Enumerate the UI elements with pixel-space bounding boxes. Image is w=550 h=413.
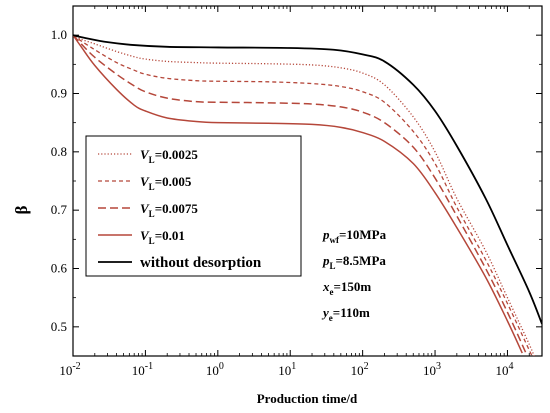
parameter-annotations: pwf=10MPa pL=8.5MPa xe=150m ye=110m — [321, 227, 387, 323]
series-line-2 — [73, 34, 527, 354]
legend: VL=0.0025 VL=0.005 VL=0.0075 VL=0.01 without… — [85, 135, 302, 277]
x-tick-label: 10-1 — [132, 361, 153, 378]
legend-label-1: VL=0.005 — [140, 174, 192, 192]
legend-label-2: VL=0.0075 — [140, 201, 198, 219]
series-line-1 — [73, 34, 533, 356]
y-tick-label: 0.7 — [51, 202, 68, 217]
x-tick-label: 104 — [495, 361, 513, 378]
y-tick-label: 1.0 — [51, 27, 67, 42]
x-tick-label: 101 — [278, 361, 296, 378]
annotation-2: xe=150m — [322, 279, 371, 297]
legend-label-3: VL=0.01 — [140, 228, 185, 246]
series-line-4 — [73, 34, 542, 325]
series-lines — [73, 34, 542, 356]
x-tick-label: 102 — [351, 361, 369, 378]
x-axis-title: Production time/d — [257, 391, 358, 406]
y-tick-label: 0.5 — [51, 319, 67, 334]
y-tick-label: 0.6 — [51, 261, 68, 276]
legend-label-4: without desorption — [140, 255, 262, 271]
y-tick-label: 0.8 — [51, 144, 67, 159]
x-tick-label: 10-2 — [59, 361, 80, 378]
annotation-3: ye=110m — [321, 305, 370, 323]
x-tick-label: 100 — [206, 361, 224, 378]
series-line-0 — [73, 34, 535, 356]
x-tick-label: 103 — [423, 361, 441, 378]
y-tick-label: 0.9 — [51, 86, 67, 101]
legend-label-0: VL=0.0025 — [140, 147, 198, 165]
annotation-0: pwf=10MPa — [322, 227, 387, 245]
series-line-3 — [73, 34, 523, 354]
legend-box — [85, 135, 302, 277]
annotation-1: pL=8.5MPa — [322, 253, 386, 271]
y-axis-title: β — [12, 205, 31, 214]
